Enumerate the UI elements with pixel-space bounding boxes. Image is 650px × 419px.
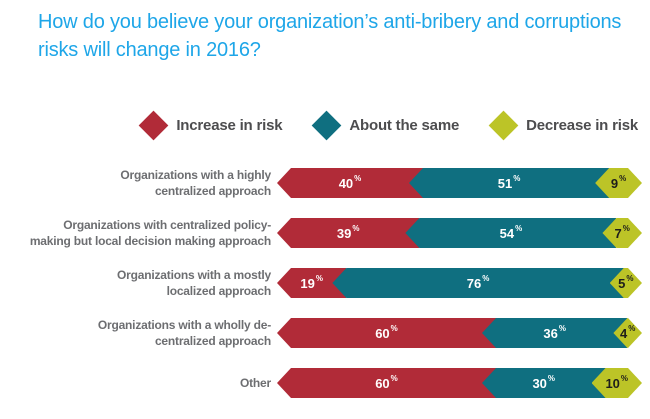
- stacked-bar-chart: Organizations with a highly centralized …: [0, 168, 650, 398]
- stacked-bar: 60% 36% 4%: [277, 318, 642, 348]
- legend-diamond-icon: [488, 110, 519, 140]
- row-label: Organizations with a mostly localized ap…: [117, 268, 271, 298]
- bar-value: 19%: [300, 274, 323, 291]
- percent-sign: %: [390, 324, 398, 334]
- chart-row: Organizations with a highly centralized …: [0, 168, 650, 198]
- percent-sign: %: [619, 174, 627, 184]
- infographic-page: How do you believe your organization’s a…: [0, 8, 650, 398]
- bar-segment-increase: 60%: [277, 368, 496, 398]
- stacked-bar: 40% 51% 9%: [277, 168, 642, 198]
- legend-item-same: About the same: [310, 110, 460, 140]
- row-label: Other: [239, 376, 271, 390]
- percent-sign: %: [620, 374, 629, 384]
- percent-sign: %: [352, 224, 360, 234]
- legend-item-label: About the same: [349, 116, 460, 134]
- percent-sign: %: [622, 224, 630, 234]
- bar-value: 60%: [375, 324, 398, 341]
- legend-item-decrease: Decrease in risk: [487, 110, 638, 140]
- percent-sign: %: [628, 324, 636, 334]
- chart-row: Organizations with centralized policy- m…: [0, 218, 650, 248]
- legend-item-label: Increase in risk: [176, 116, 283, 134]
- bar-value: 40%: [338, 174, 362, 191]
- bar-value: 7%: [614, 224, 630, 241]
- chart-title: How do you believe your organization’s a…: [38, 11, 622, 61]
- bar-segment-same: 30%: [482, 368, 606, 398]
- chart-row: Organizations with a mostly localized ap…: [0, 268, 650, 298]
- percent-sign: %: [547, 374, 556, 384]
- bar-value: 76%: [466, 274, 490, 291]
- percent-sign: %: [558, 324, 566, 334]
- bar-value: 39%: [336, 224, 360, 241]
- percent-sign: %: [315, 274, 323, 284]
- row-label: Organizations with a wholly de- centrali…: [97, 318, 271, 348]
- bar-segment-increase: 60%: [277, 318, 496, 348]
- percent-sign: %: [354, 174, 362, 184]
- bar-segment-same: 76%: [332, 268, 624, 298]
- legend-diamond-icon: [312, 110, 342, 140]
- chart-row: Organizations with a wholly de- centrali…: [0, 318, 650, 348]
- stacked-bar: 60% 30% 10%: [277, 368, 642, 398]
- bar-value: 4%: [620, 324, 636, 341]
- percent-sign: %: [482, 274, 490, 284]
- bar-value: 51%: [497, 174, 521, 191]
- percent-sign: %: [626, 274, 634, 284]
- bar-value: 9%: [610, 174, 627, 191]
- bar-segment-same: 51%: [409, 168, 610, 198]
- bar-value: 30%: [532, 374, 556, 391]
- legend-diamond-icon: [138, 110, 169, 140]
- row-label: Organizations with a highly centralized …: [120, 168, 271, 198]
- percent-sign: %: [390, 374, 398, 384]
- bar-value: 10%: [605, 374, 629, 391]
- bar-segment-same: 54%: [405, 218, 617, 248]
- percent-sign: %: [515, 224, 523, 234]
- stacked-bar: 19% 76% 5%: [277, 268, 642, 298]
- legend: Increase in risk About the same Decrease i…: [0, 108, 638, 142]
- bar-value: 54%: [499, 224, 523, 241]
- legend-item-label: Decrease in risk: [526, 116, 638, 134]
- bar-segment-increase: 39%: [277, 218, 420, 248]
- chart-row: Other 60% 30% 10%: [0, 368, 650, 398]
- bar-segment-increase: 40%: [277, 168, 423, 198]
- bar-segment-same: 36%: [482, 318, 628, 348]
- percent-sign: %: [513, 174, 521, 184]
- bar-value: 5%: [618, 274, 634, 291]
- bar-value: 36%: [543, 324, 566, 341]
- row-label: Organizations with centralized policy- m…: [29, 218, 271, 248]
- bar-value: 60%: [375, 374, 398, 391]
- stacked-bar: 39% 54% 7%: [277, 218, 642, 248]
- legend-item-increase: Increase in risk: [137, 110, 283, 140]
